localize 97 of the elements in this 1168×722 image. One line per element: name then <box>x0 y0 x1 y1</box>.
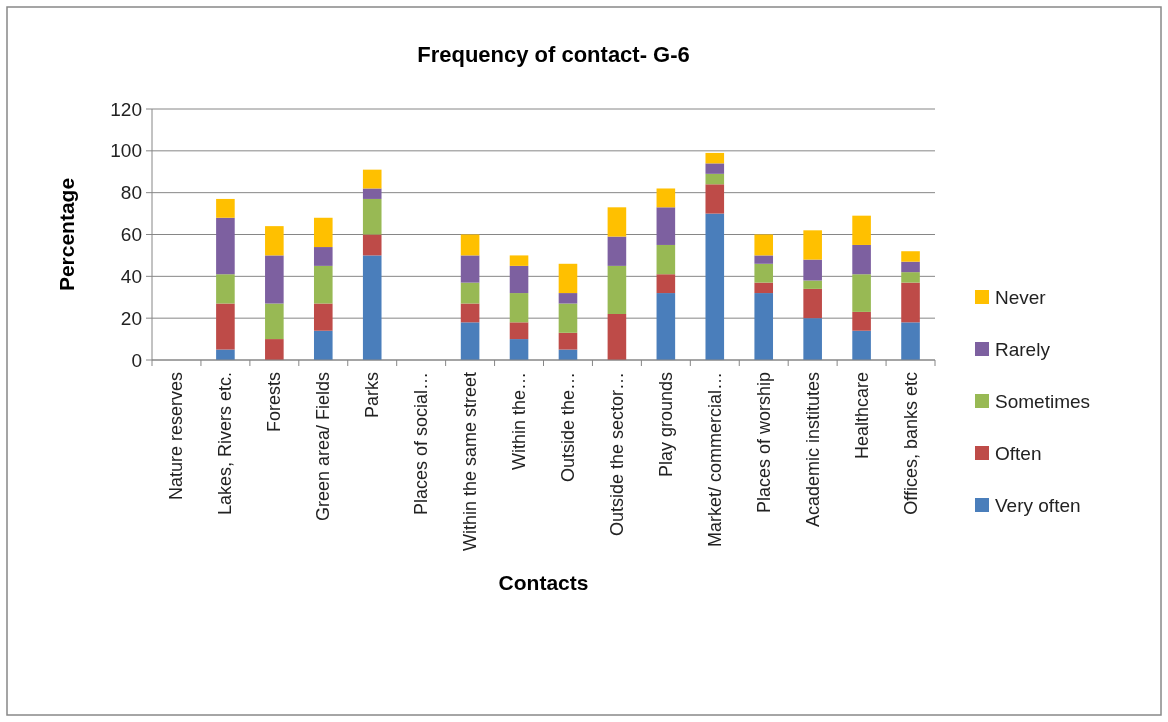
bar <box>607 207 627 237</box>
bar <box>362 255 382 360</box>
bar <box>265 255 284 304</box>
x-tick-label: Nature reserves <box>166 372 187 501</box>
bar <box>901 322 920 360</box>
bar <box>313 247 333 266</box>
bar <box>509 322 529 340</box>
x-tick-label: Outside the… <box>557 372 578 483</box>
bar <box>803 318 822 360</box>
bar <box>265 339 284 360</box>
bar <box>852 311 871 331</box>
bar <box>460 282 480 304</box>
legend-label: Sometimes <box>995 390 1091 412</box>
x-tick-label: Parks <box>362 372 383 419</box>
y-tick-label: 20 <box>120 307 142 329</box>
bar <box>313 330 333 360</box>
bar <box>705 213 725 360</box>
bar <box>754 255 774 264</box>
y-tick-label: 40 <box>120 265 142 287</box>
bar <box>754 282 774 294</box>
bar <box>265 303 284 340</box>
bar <box>265 226 284 256</box>
bar <box>558 263 578 294</box>
legend-label: Very often <box>995 494 1081 516</box>
bar <box>216 217 235 275</box>
bar <box>509 265 529 294</box>
bar <box>216 303 235 350</box>
x-tick-label: Academic institutes <box>802 372 823 528</box>
bar <box>558 293 578 304</box>
bar <box>607 236 627 266</box>
y-axis-title: Percentage <box>55 177 78 292</box>
bar <box>509 293 529 323</box>
x-tick-label: Lakes, Rivers etc. <box>215 372 236 516</box>
bar <box>460 303 480 323</box>
bar <box>803 230 822 260</box>
x-axis-title: Contacts <box>498 571 589 594</box>
y-tick-label: 120 <box>110 98 142 120</box>
y-tick-label: 0 <box>131 349 142 371</box>
bar <box>313 217 333 248</box>
x-tick-label: Places of worship <box>753 372 774 514</box>
bar <box>656 207 676 245</box>
bar <box>607 265 627 314</box>
bar <box>901 261 920 273</box>
x-tick-label: Places of social… <box>411 372 432 516</box>
x-tick-label: Within the… <box>509 372 530 471</box>
x-tick-label: Market/ commercial… <box>704 372 725 548</box>
bar <box>754 263 774 283</box>
bar <box>705 173 725 185</box>
bar <box>509 255 529 266</box>
bar <box>460 322 480 360</box>
bar <box>558 303 578 333</box>
bar <box>362 188 382 199</box>
x-tick-label: Healthcare <box>851 372 872 460</box>
x-tick-label: Green area/ Fields <box>313 372 334 522</box>
bar <box>901 282 920 323</box>
y-tick-label: 60 <box>120 224 142 246</box>
bar <box>901 251 920 262</box>
bar <box>460 234 480 256</box>
bar <box>803 288 822 319</box>
bar <box>705 184 725 214</box>
bar <box>216 198 235 218</box>
x-tick-label: Forests <box>264 372 285 433</box>
bar <box>852 215 871 245</box>
x-tick-label: Play grounds <box>655 372 676 478</box>
bar <box>313 265 333 304</box>
x-tick-label: Offices, banks etc <box>900 372 921 515</box>
legend-label: Rarely <box>995 338 1051 360</box>
y-tick-label: 100 <box>110 140 142 162</box>
x-tick-label: Within the same street <box>460 372 481 552</box>
bar <box>558 332 578 350</box>
bar <box>656 274 676 294</box>
bar <box>460 255 480 283</box>
y-tick-label: 80 <box>120 182 142 204</box>
bar <box>362 169 382 189</box>
bar <box>852 330 871 360</box>
legend-label: Often <box>995 442 1042 464</box>
bar <box>656 293 676 360</box>
bar <box>803 280 822 289</box>
bar <box>313 303 333 331</box>
bar <box>705 163 725 174</box>
bar <box>656 188 676 208</box>
bar <box>803 259 822 281</box>
bar <box>901 272 920 283</box>
bar <box>362 234 382 256</box>
bar <box>656 244 676 275</box>
bar <box>216 274 235 304</box>
chart-title: Frequency of contact- G-6 <box>417 42 690 67</box>
bar <box>754 293 774 360</box>
bar <box>607 313 627 360</box>
bar <box>852 244 871 275</box>
legend-label: Never <box>995 286 1047 308</box>
x-tick-label: Outside the sector… <box>606 372 627 537</box>
bar <box>509 339 529 360</box>
bar <box>754 234 774 256</box>
bar <box>852 274 871 312</box>
bar <box>362 198 382 235</box>
bar <box>705 152 725 164</box>
